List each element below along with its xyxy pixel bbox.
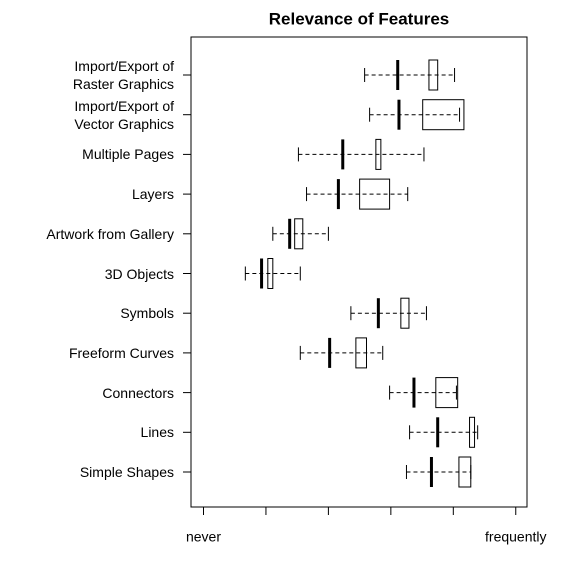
y-label-box: Import/Export of Raster Graphics xyxy=(72,58,174,92)
box xyxy=(469,416,476,448)
y-label-box: Layers xyxy=(131,186,174,203)
box xyxy=(458,456,472,488)
y-tick-label: Import/Export of Vector Graphics xyxy=(74,97,174,132)
box xyxy=(355,337,367,369)
y-label-box: Connectors xyxy=(102,384,174,401)
y-tick-label: Symbols xyxy=(120,305,174,322)
x-tick-label: never xyxy=(186,529,221,545)
y-tick-label: Simple Shapes xyxy=(79,464,174,480)
y-label-box: Lines xyxy=(140,424,174,441)
y-label-box: Import/Export of Vector Graphics xyxy=(74,97,174,132)
y-tick-label: 3D Objects xyxy=(104,265,174,282)
y-label-box: Multiple Pages xyxy=(82,146,174,163)
y-tick-label: Connectors xyxy=(102,384,174,401)
y-tick-label: Freeform Curves xyxy=(68,344,174,361)
box xyxy=(400,297,410,329)
plot-frame xyxy=(190,36,528,508)
y-tick-label: Import/Export of Raster Graphics xyxy=(72,58,174,92)
x-tick-label: frequently xyxy=(485,529,546,545)
y-tick-label: Multiple Pages xyxy=(82,146,174,163)
chart-title: Relevance of Features xyxy=(269,9,449,28)
y-tick-label: Lines xyxy=(140,424,174,441)
y-label-box: Simple Shapes xyxy=(79,464,174,480)
box xyxy=(435,377,459,409)
box xyxy=(428,59,439,91)
y-label-box: Artwork from Gallery xyxy=(46,225,174,242)
y-tick-label: Layers xyxy=(131,186,174,203)
box xyxy=(267,258,274,289)
box xyxy=(294,218,304,250)
box xyxy=(375,138,382,170)
y-label-box: 3D Objects xyxy=(104,265,174,282)
y-tick-label: Artwork from Gallery xyxy=(46,225,174,242)
box xyxy=(359,178,391,210)
y-label-box: Symbols xyxy=(120,305,174,322)
box xyxy=(422,99,465,131)
y-label-box: Freeform Curves xyxy=(68,344,174,361)
